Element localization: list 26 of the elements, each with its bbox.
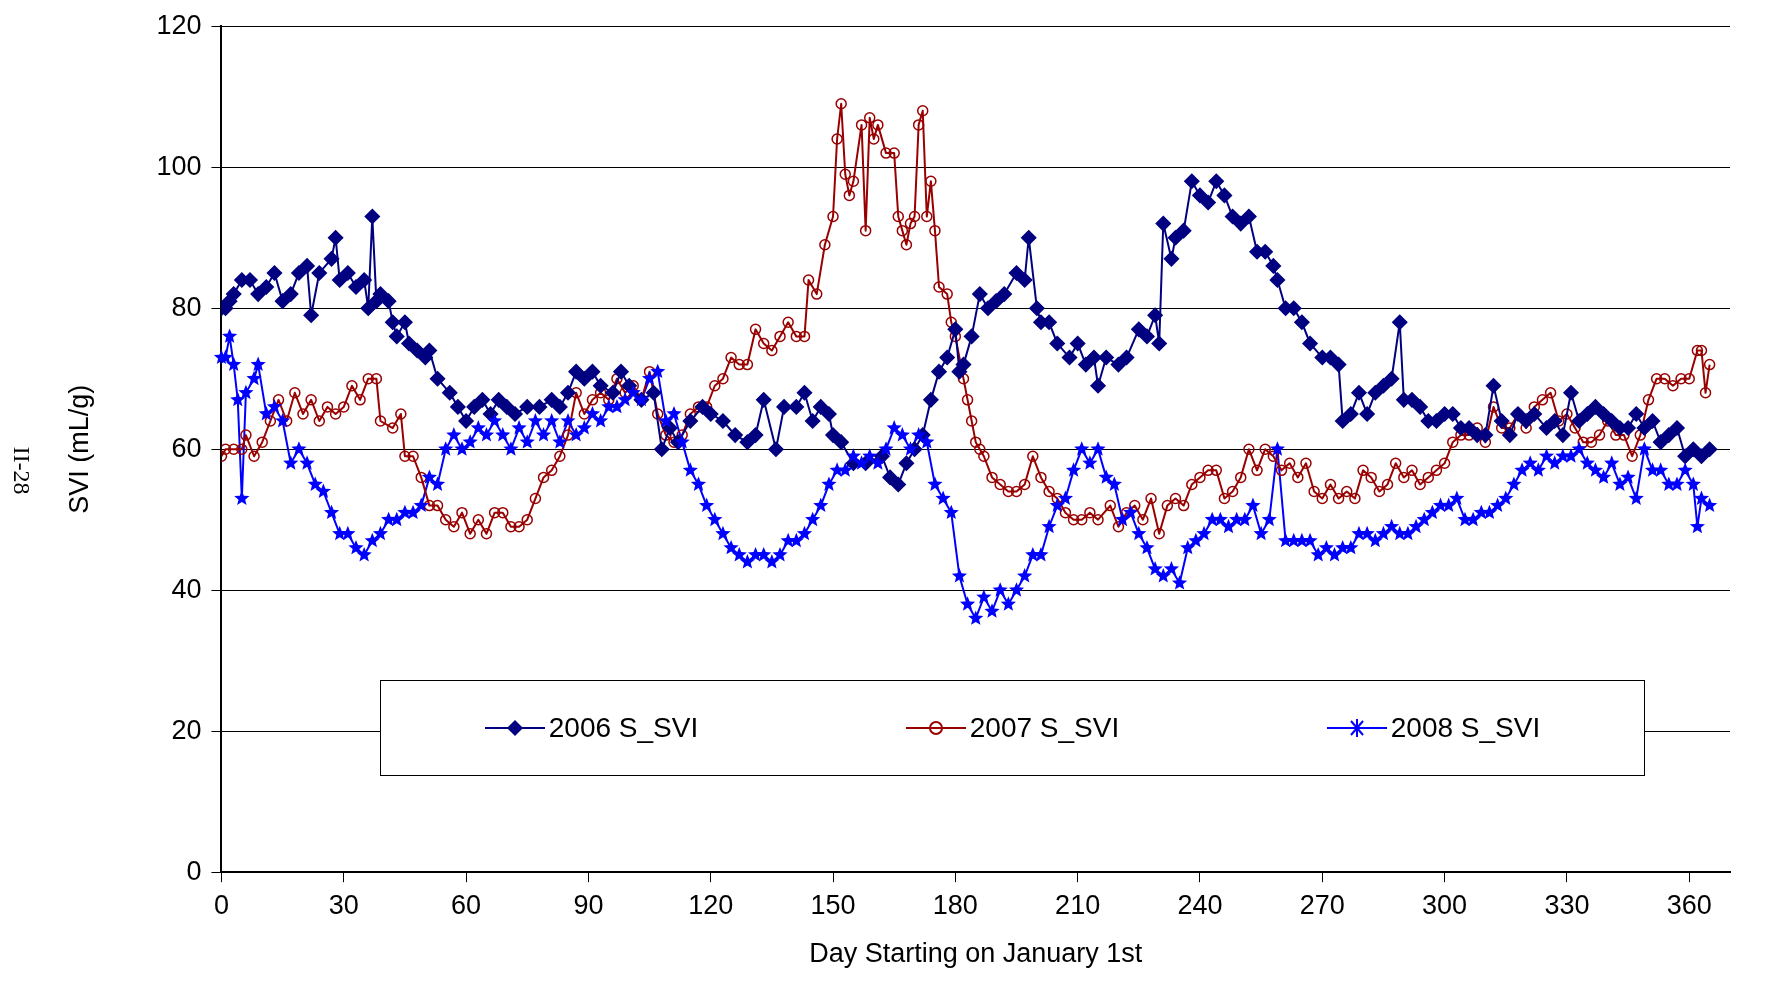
x-axis-title: Day Starting on January 1st [809,938,1143,969]
y-axis-title: SVI (mL/g) [63,384,94,514]
x-tick-label: 210 [1055,889,1101,920]
x-tick-label: 240 [1177,889,1223,920]
x-tick-label: 90 [573,889,604,920]
y-tick-label: 80 [171,291,202,322]
x-tick-label: 60 [451,889,482,920]
x-tick-label: 360 [1666,889,1712,920]
y-tick-label: 20 [171,714,202,745]
text: II-28 [8,446,36,494]
x-tick-label: 120 [688,889,734,920]
y-tick-label: 40 [171,573,202,604]
y-tick-label: 120 [156,9,202,40]
x-tick-label: 300 [1422,889,1468,920]
legend-label: 2006 S_SVI [548,712,699,744]
x-tick-label: 150 [810,889,856,920]
x-tick-label: 0 [213,889,229,920]
y-tick-label: 100 [156,150,202,181]
y-tick-label: 60 [171,432,202,463]
x-tick-label: 330 [1544,889,1590,920]
y-tick-label: 0 [186,855,202,886]
x-tick-label: 270 [1299,889,1345,920]
legend-label: 2007 S_SVI [969,712,1120,744]
x-tick-label: 30 [328,889,359,920]
x-tick-label: 180 [932,889,978,920]
legend-label: 2008 S_SVI [1390,712,1541,744]
